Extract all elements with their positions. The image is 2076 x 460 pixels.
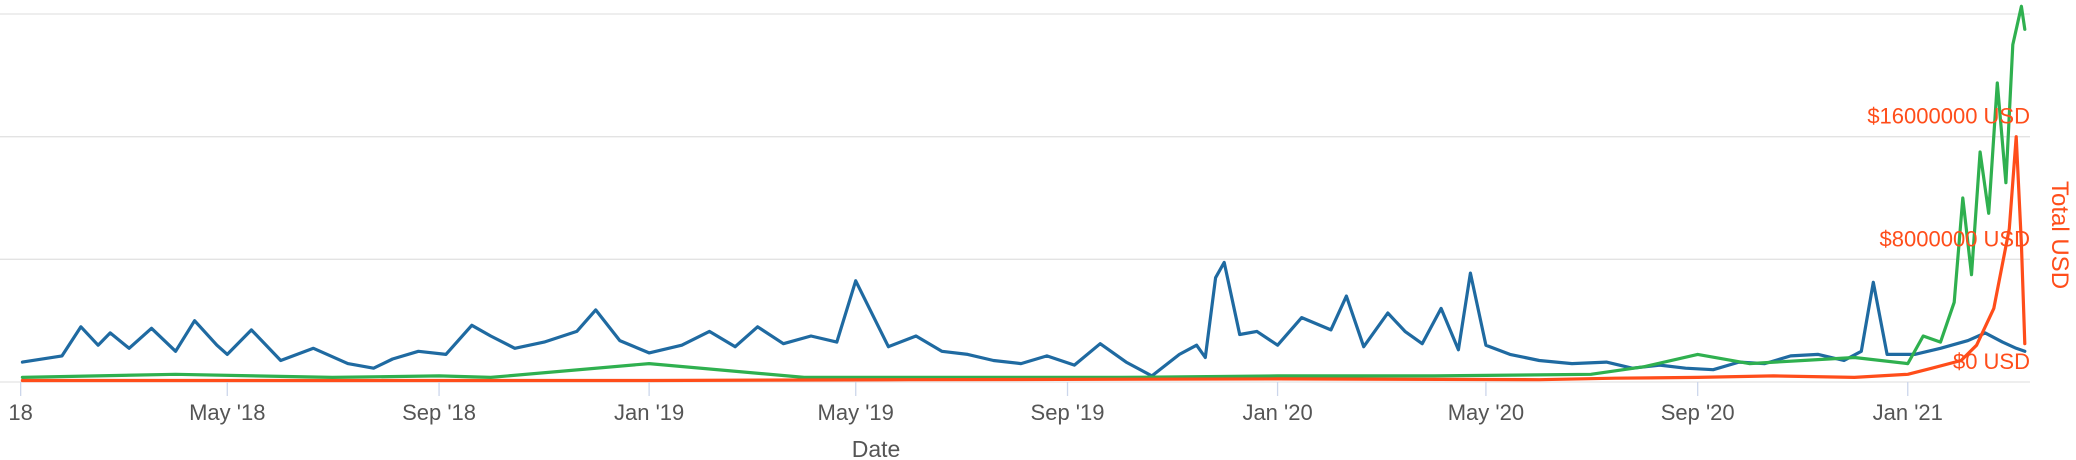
gridlines xyxy=(0,13,2030,383)
y-tick-label: $16000000 USD xyxy=(1867,104,2030,129)
x-tick-label: May '20 xyxy=(1448,400,1524,425)
y-axis-right: $0 USD $8000000 USD $16000000 USD xyxy=(1867,104,2030,374)
x-axis: 18 May '18 Sep '18 Jan '19 May '19 Sep '19 Jan… xyxy=(8,382,1943,425)
x-tick-label: Sep '19 xyxy=(1031,400,1105,425)
y-axis-title: Total USD xyxy=(2046,181,2073,289)
series-lines xyxy=(20,4,2027,383)
x-tick-label: Sep '20 xyxy=(1661,400,1735,425)
series-line-2 xyxy=(20,135,2027,383)
x-tick-label: 18 xyxy=(8,400,32,425)
x-axis-title: Date xyxy=(852,436,901,460)
y-tick-label: $8000000 USD xyxy=(1880,226,2030,251)
x-tick-label: Jan '21 xyxy=(1873,400,1943,425)
x-tick-label: Jan '19 xyxy=(614,400,684,425)
x-tick-label: Jan '20 xyxy=(1242,400,1312,425)
x-tick-label: Sep '18 xyxy=(402,400,476,425)
x-tick-label: May '18 xyxy=(189,400,265,425)
x-tick-label: May '19 xyxy=(818,400,894,425)
series-line-1 xyxy=(20,4,2027,379)
series-line-0 xyxy=(20,260,2027,378)
y-tick-label: $0 USD xyxy=(1953,349,2030,374)
